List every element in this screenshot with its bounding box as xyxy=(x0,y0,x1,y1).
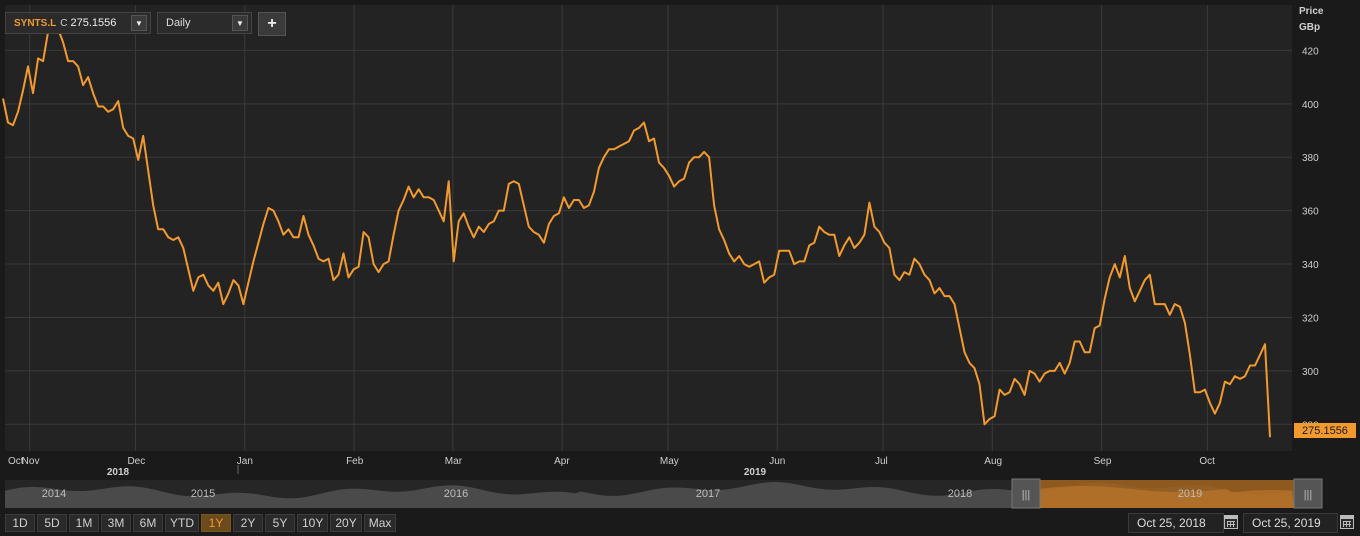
navigator-year-label: 2017 xyxy=(696,488,720,500)
navigator-right-handle[interactable]: ||| xyxy=(1293,478,1323,509)
range-button-1y[interactable]: 1Y xyxy=(201,514,231,532)
range-button-max[interactable]: Max xyxy=(363,514,397,532)
calendar-icon[interactable] xyxy=(1340,515,1354,529)
end-date-field[interactable]: Oct 25, 2019 xyxy=(1243,513,1338,533)
y-tick-label: 360 xyxy=(1302,207,1319,218)
x-tick-label: Sep xyxy=(1094,456,1112,467)
navigator-history-area xyxy=(5,482,1322,508)
grid xyxy=(5,5,1292,451)
range-button-3m[interactable]: 3M xyxy=(101,514,131,532)
add-button[interactable]: + xyxy=(258,12,286,36)
chart-toolbar: SYNTS.L C 275.1556 ▼ Daily ▼ + xyxy=(5,12,286,36)
x-year-label: 2018 xyxy=(107,467,130,478)
range-button-20y[interactable]: 20Y xyxy=(330,514,362,532)
right-handle-grip-icon: ||| xyxy=(1304,489,1313,501)
x-tick-label: Nov xyxy=(22,456,40,467)
close-value: 275.1556 xyxy=(70,17,117,29)
y-axis-title: Price xyxy=(1299,6,1324,17)
navigator[interactable]: 2014 2015 2016 2017 2018 2019 ||| ||| xyxy=(5,478,1323,509)
range-button-1m[interactable]: 1M xyxy=(69,514,99,532)
x-tick-label: Oct xyxy=(8,456,24,467)
x-tick-label: Dec xyxy=(127,456,145,467)
price-series-line xyxy=(2,28,1271,438)
x-tick-label: Apr xyxy=(554,456,570,467)
navigator-year-label: 2015 xyxy=(191,488,215,500)
y-tick-label: 380 xyxy=(1302,153,1319,164)
range-button-2y[interactable]: 2Y xyxy=(233,514,263,532)
interval-selector[interactable]: Daily ▼ xyxy=(157,12,252,34)
navigator-year-label: 2019 xyxy=(1178,488,1202,500)
navigator-left-handle[interactable]: ||| xyxy=(1011,478,1041,509)
range-button-6m[interactable]: 6M xyxy=(133,514,163,532)
y-tick-label: 300 xyxy=(1302,367,1319,378)
last-price-badge: 275.1556 xyxy=(1294,423,1356,438)
x-tick-label: Mar xyxy=(445,456,463,467)
navigator-selected-area xyxy=(1040,486,1294,508)
x-tick-label: Jun xyxy=(769,456,785,467)
range-button-5y[interactable]: 5Y xyxy=(265,514,295,532)
y-tick-label: 340 xyxy=(1302,260,1319,271)
navigator-year-label: 2018 xyxy=(948,488,972,500)
chevron-down-icon[interactable]: ▼ xyxy=(232,15,248,31)
range-button-10y[interactable]: 10Y xyxy=(297,514,329,532)
navigator-year-label: 2016 xyxy=(444,488,468,500)
start-date-field[interactable]: Oct 25, 2018 xyxy=(1128,513,1224,533)
symbol-code: SYNTS.L xyxy=(14,17,57,29)
y-tick-label: 420 xyxy=(1302,46,1319,57)
y-tick-label: 320 xyxy=(1302,313,1319,324)
range-button-5d[interactable]: 5D xyxy=(37,514,67,532)
x-tick-label: May xyxy=(660,456,679,467)
range-button-ytd[interactable]: YTD xyxy=(165,514,199,532)
left-handle-grip-icon: ||| xyxy=(1022,489,1031,501)
chevron-down-icon[interactable]: ▼ xyxy=(131,15,147,31)
close-label: C xyxy=(60,17,68,29)
x-tick-label: Oct xyxy=(1199,456,1215,467)
navigator-year-label: 2014 xyxy=(42,488,66,500)
x-tick-label: Jan xyxy=(237,456,253,467)
x-tick-label: Feb xyxy=(346,456,364,467)
interval-value: Daily xyxy=(166,17,191,29)
y-tick-label: 400 xyxy=(1302,100,1319,111)
calendar-icon[interactable] xyxy=(1224,515,1238,529)
x-tick-label: Aug xyxy=(984,456,1002,467)
y-axis-unit: GBp xyxy=(1299,22,1320,33)
y-axis: Price GBp 280300320340360380400420 xyxy=(1299,6,1324,431)
range-button-group: 1D 5D 1M 3M 6M YTD 1Y 2Y 5Y 10Y 20Y Max xyxy=(5,514,397,532)
x-year-label: 2019 xyxy=(744,467,767,478)
symbol-selector[interactable]: SYNTS.L C 275.1556 ▼ xyxy=(5,12,151,34)
navigator-year-labels: 2014 2015 2016 2017 2018 2019 xyxy=(42,488,1202,500)
plot-area xyxy=(5,5,1292,451)
range-button-1d[interactable]: 1D xyxy=(5,514,35,532)
x-tick-label: Jul xyxy=(875,456,888,467)
